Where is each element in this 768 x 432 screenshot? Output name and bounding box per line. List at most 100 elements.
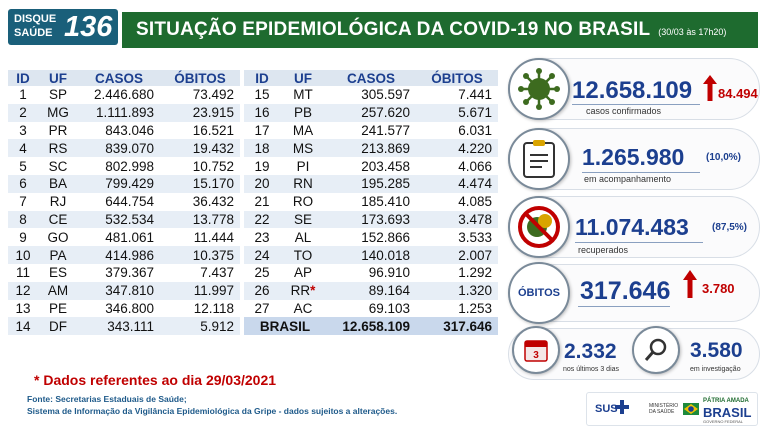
row-id: 25 [254, 265, 270, 281]
update-timestamp: (30/03 às 17h20) [658, 27, 727, 37]
row-casos: 644.754 [105, 194, 154, 210]
row-casos: 152.866 [361, 229, 410, 245]
row-casos: 2.446.680 [93, 87, 154, 103]
row-obitos: 1.320 [416, 281, 498, 300]
recent-label: nos últimos 3 dias [563, 366, 620, 373]
row-uf: MA [292, 122, 314, 138]
row-casos: 799.429 [78, 174, 160, 193]
row-casos: 843.046 [105, 122, 154, 138]
row-casos: 89.164 [326, 281, 416, 300]
table-row: 10 PA 414.986 10.375 [8, 246, 240, 264]
row-id: 8 [8, 210, 38, 229]
disque-saude-logo: DISQUE SAÚDE 136 [8, 9, 118, 45]
row-id: 20 [244, 174, 280, 193]
row-obitos: 5.912 [160, 317, 240, 336]
monitoring-value: 1.265.980 [582, 144, 685, 170]
row-id: 9 [19, 229, 27, 245]
divider [578, 306, 670, 307]
header-obitos: ÓBITOS [416, 70, 498, 86]
divider [575, 242, 703, 243]
table-row: 24 TO 140.018 2.007 [244, 246, 498, 264]
row-uf: DF [38, 317, 78, 336]
clipboard-icon [508, 128, 570, 190]
row-id: 12 [8, 281, 38, 300]
row-casos: 347.810 [78, 281, 160, 300]
row-uf-label: RR [290, 283, 311, 299]
row-id: 17 [254, 122, 270, 138]
table-row: 12 AM 347.810 11.997 [8, 281, 240, 300]
row-casos: 1.111.893 [78, 103, 160, 122]
brasil-label: BRASIL [703, 405, 752, 420]
row-casos: 213.869 [326, 139, 416, 158]
row-id: 15 [254, 87, 270, 103]
row-casos: 203.458 [361, 158, 410, 174]
row-casos: 346.800 [105, 300, 154, 316]
row-id: 27 [254, 300, 270, 316]
table-row: 27 AC 69.103 1.253 [244, 300, 498, 318]
row-id: 5 [19, 158, 27, 174]
row-uf: AP [293, 265, 312, 281]
row-id: 13 [15, 300, 31, 316]
row-id: 23 [254, 229, 270, 245]
row-obitos: 19.432 [160, 139, 240, 158]
row-uf: RN [280, 174, 326, 193]
recovered-label: recuperados [578, 245, 629, 255]
row-id: 2 [8, 103, 38, 122]
logo-line2: SAÚDE [14, 27, 53, 39]
table-row: 5 SC 802.998 10.752 [8, 157, 240, 175]
total-label: BRASIL [244, 317, 326, 336]
row-casos: 343.111 [78, 317, 160, 336]
row-id: 26 [244, 281, 280, 300]
table-row: 17 MA 241.577 6.031 [244, 122, 498, 140]
row-obitos: 7.441 [458, 87, 492, 103]
table-row: 20 RN 195.285 4.474 [244, 174, 498, 193]
row-obitos: 23.915 [160, 103, 240, 122]
row-id: 19 [254, 158, 270, 174]
states-table-right: ID UF CASOS ÓBITOS 15 MT 305.597 7.441 16 PB 2… [244, 70, 498, 336]
row-id: 10 [8, 246, 38, 264]
patria-amada-label: PÁTRIA AMADA [703, 398, 749, 404]
row-uf: PI [296, 158, 310, 174]
row-obitos: 1.292 [458, 265, 492, 281]
deaths-delta: 3.780 [702, 281, 735, 296]
recent-value: 2.332 [564, 340, 617, 363]
table-row: 6 BA 799.429 15.170 [8, 174, 240, 193]
plus-icon [615, 400, 629, 414]
row-id: 22 [244, 210, 280, 229]
row-casos: 305.597 [361, 87, 410, 103]
row-uf: RJ [49, 194, 67, 210]
source-line-2: Sistema de Informação da Vigilância Epid… [27, 406, 398, 416]
table-row: 15 MT 305.597 7.441 [244, 86, 498, 104]
calendar-number: 3 [533, 350, 539, 361]
row-obitos: 36.432 [192, 194, 234, 210]
row-obitos: 1.253 [458, 300, 492, 316]
title-banner: SITUAÇÃO EPIDEMIOLÓGICA DA COVID-19 NO B… [122, 12, 758, 48]
row-uf: SE [280, 210, 326, 229]
recovered-pct: (87,5%) [712, 222, 748, 233]
row-casos: 414.986 [78, 246, 160, 264]
row-uf: MS [280, 139, 326, 158]
table-row: 2 MG 1.111.893 23.915 [8, 103, 240, 122]
row-id: 3 [19, 122, 27, 138]
table-row: 3 PR 843.046 16.521 [8, 122, 240, 140]
logo-number: 136 [64, 11, 113, 43]
row-uf: MT [293, 87, 313, 103]
header-uf: UF [38, 70, 78, 86]
row-casos: 69.103 [368, 300, 410, 316]
page-title: SITUAÇÃO EPIDEMIOLÓGICA DA COVID-19 NO B… [136, 19, 651, 40]
recovered-value: 11.074.483 [575, 214, 689, 240]
no-virus-icon [508, 196, 570, 258]
up-arrow-icon [683, 270, 697, 298]
row-casos: 532.534 [78, 210, 160, 229]
row-obitos: 11.997 [160, 281, 240, 300]
table-row: 4 RS 839.070 19.432 [8, 139, 240, 158]
row-obitos: 4.474 [416, 174, 498, 193]
row-id: 16 [244, 103, 280, 122]
source-line-1: Fonte: Secretarias Estaduais de Saúde; [27, 394, 187, 404]
total-casos: 12.658.109 [326, 317, 416, 336]
divider [572, 104, 700, 105]
total-obitos: 317.646 [416, 317, 498, 336]
header-obitos: ÓBITOS [160, 70, 240, 86]
divider [582, 172, 700, 173]
row-uf: MG [38, 103, 78, 122]
